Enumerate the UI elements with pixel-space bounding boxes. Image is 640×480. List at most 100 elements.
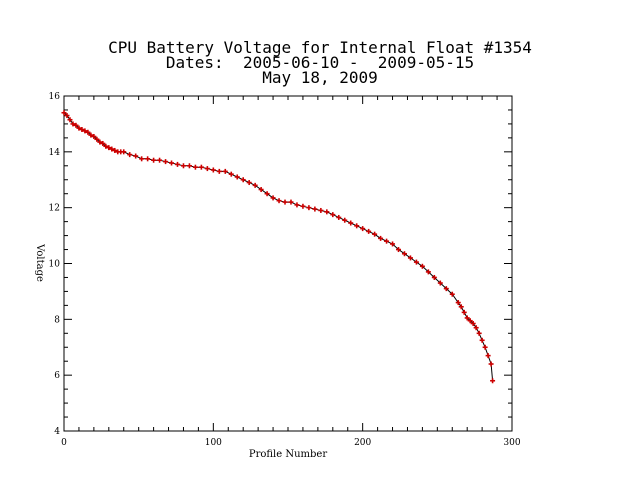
data-point: [210, 167, 216, 173]
data-point: [482, 344, 488, 350]
data-point: [151, 157, 157, 163]
data-point: [336, 214, 342, 220]
data-point: [437, 280, 443, 286]
data-point: [401, 251, 407, 257]
data-point: [461, 309, 467, 315]
axis-tick-labels: 0 100 200 300 4 6 8 10 12 14 16: [49, 92, 521, 448]
data-point: [318, 207, 324, 213]
data-point: [378, 235, 384, 241]
data-point: [479, 337, 485, 343]
data-point: [82, 128, 88, 134]
data-point: [100, 140, 106, 146]
data-point: [276, 198, 282, 204]
data-point: [312, 206, 318, 212]
data-point: [413, 259, 419, 265]
x-tick-label: 100: [205, 438, 222, 448]
data-point: [258, 187, 264, 193]
y-tick-label: 4: [54, 427, 60, 437]
axis-ticks: [63, 95, 513, 432]
data-point: [163, 159, 169, 165]
data-point: [222, 168, 228, 174]
data-point: [240, 177, 246, 183]
data-point: [180, 163, 186, 169]
data-point: [384, 238, 390, 244]
data-point: [449, 291, 455, 297]
data-point: [121, 149, 127, 155]
y-tick-label: 8: [54, 315, 60, 325]
data-point: [490, 378, 496, 384]
x-tick-label: 300: [503, 438, 520, 448]
data-point: [342, 217, 348, 223]
x-tick-label: 200: [354, 438, 371, 448]
data-point: [67, 117, 73, 123]
data-point: [324, 209, 330, 215]
y-tick-label: 6: [54, 371, 60, 381]
chart-title-line-3: May 18, 2009: [262, 68, 378, 87]
y-tick-label: 12: [49, 204, 60, 214]
data-point: [488, 361, 494, 367]
data-point: [204, 166, 210, 172]
data-point: [186, 163, 192, 169]
plot-frame: [63, 95, 513, 432]
data-point: [360, 226, 366, 232]
data-point: [85, 129, 91, 135]
data-point: [372, 231, 378, 237]
data-point: [139, 156, 145, 162]
data-point: [133, 153, 139, 159]
data-point: [306, 205, 312, 211]
y-tick-label: 10: [49, 260, 61, 270]
data-point: [366, 228, 372, 234]
data-point: [73, 122, 79, 128]
data-point: [467, 318, 473, 324]
data-point: [252, 182, 258, 188]
data-point: [79, 127, 85, 132]
data-point: [294, 202, 300, 208]
x-tick-label: 0: [61, 438, 67, 448]
data-point: [470, 321, 476, 327]
series-line: [63, 112, 494, 381]
data-point: [464, 315, 470, 321]
data-point: [106, 145, 112, 151]
data-point: [64, 113, 70, 119]
data-point: [228, 171, 234, 177]
data-point: [127, 152, 133, 158]
data-point: [390, 241, 396, 247]
data-point: [419, 263, 425, 269]
chart-title-line-2: Dates: 2005-06-10 - 2009-05-15: [165, 53, 475, 72]
data-point: [198, 164, 204, 170]
data-point: [270, 195, 276, 201]
data-point: [91, 133, 97, 139]
data-point: [264, 191, 270, 197]
data-point: [425, 269, 431, 275]
data-point: [103, 143, 109, 149]
data-point: [396, 247, 402, 253]
data-point: [354, 223, 360, 229]
data-point: [216, 168, 222, 174]
series-markers: [61, 110, 496, 384]
data-point: [246, 180, 252, 186]
data-point: [169, 160, 175, 166]
data-point: [61, 110, 67, 116]
data-point: [174, 161, 180, 167]
data-point: [476, 330, 482, 336]
chart-title-line-1: CPU Battery Voltage for Internal Float #…: [108, 38, 532, 57]
data-point: [300, 203, 306, 209]
data-point: [234, 174, 240, 180]
data-point: [88, 132, 94, 138]
data-point: [455, 300, 461, 306]
data-point: [330, 212, 336, 218]
data-point: [443, 286, 449, 292]
y-tick-label: 16: [49, 92, 61, 102]
data-point: [145, 156, 151, 162]
data-point: [431, 274, 437, 280]
data-point: [76, 125, 82, 131]
data-point: [473, 325, 479, 331]
data-point: [94, 136, 100, 142]
x-axis-label: Profile Number: [249, 449, 327, 460]
data-point: [97, 139, 103, 145]
data-point: [157, 157, 163, 163]
data-point: [485, 353, 491, 359]
data-point: [112, 147, 118, 153]
data-point: [282, 199, 288, 205]
